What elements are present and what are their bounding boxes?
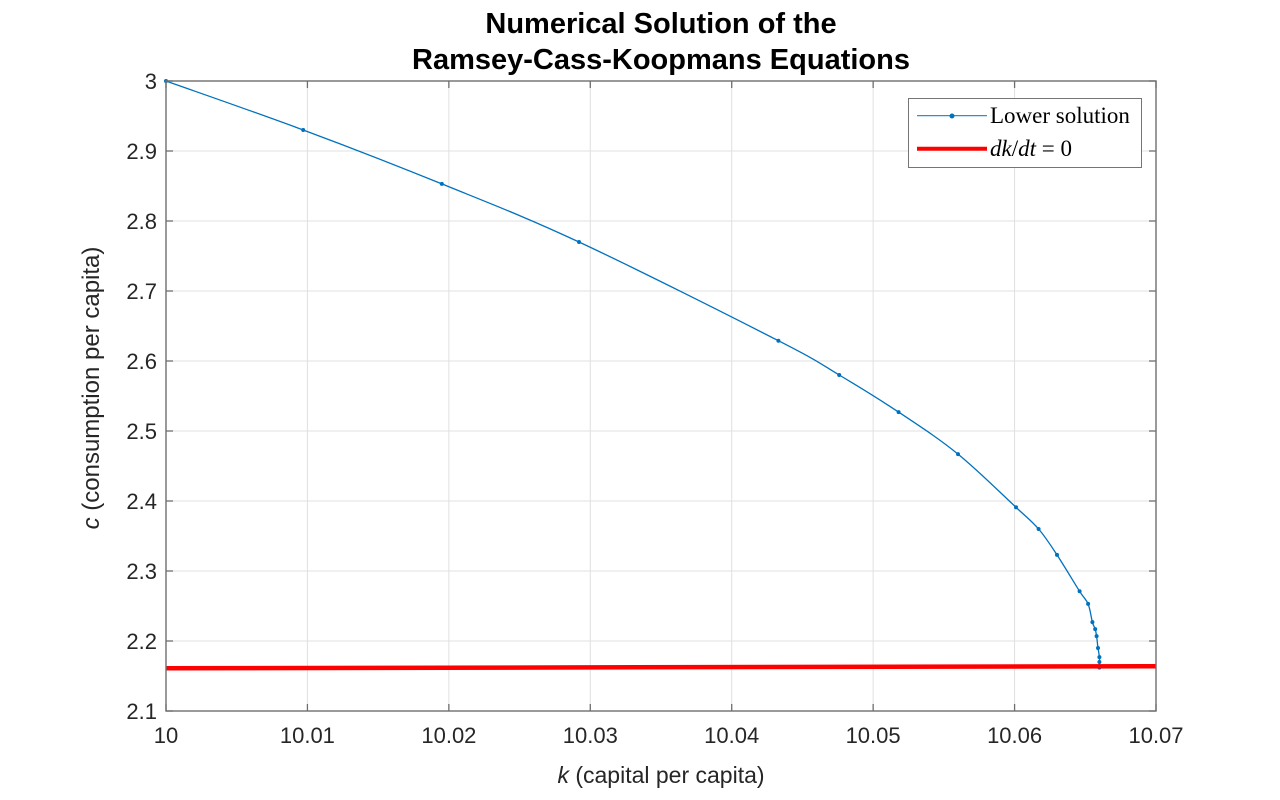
svg-text:2.8: 2.8 — [126, 209, 157, 234]
svg-text:2.9: 2.9 — [126, 139, 157, 164]
svg-text:10.03: 10.03 — [563, 723, 618, 748]
svg-text:2.4: 2.4 — [126, 489, 157, 514]
x-axis-variable: k — [557, 762, 569, 788]
legend-label-lower-solution: Lower solution — [990, 102, 1130, 128]
x-axis-label: k (capital per capita) — [166, 762, 1156, 789]
svg-text:2.5: 2.5 — [126, 419, 157, 444]
svg-text:2.2: 2.2 — [126, 629, 157, 654]
tick-marks — [165, 80, 1157, 712]
svg-text:10.05: 10.05 — [846, 723, 901, 748]
chart-title: Numerical Solution of the Ramsey-Cass-Ko… — [166, 6, 1156, 78]
svg-text:10.06: 10.06 — [987, 723, 1042, 748]
chart-title-line2: Ramsey-Cass-Koopmans Equations — [412, 44, 910, 76]
y-axis-variable: c — [78, 517, 105, 530]
legend: Lower solution dk/dt = 0 — [908, 98, 1142, 168]
legend-item-dkdt-zero: dk/dt = 0 — [909, 132, 1141, 165]
svg-text:3: 3 — [145, 69, 157, 94]
svg-text:2.3: 2.3 — [126, 559, 157, 584]
svg-text:2.7: 2.7 — [126, 279, 157, 304]
axis-box — [165, 80, 1157, 712]
series-dk-dt-0 — [165, 663, 1157, 671]
svg-text:10.01: 10.01 — [280, 723, 335, 748]
svg-text:2.1: 2.1 — [126, 699, 157, 724]
grid-lines — [166, 81, 1156, 711]
x-axis-label-text: (capital per capita) — [568, 762, 765, 788]
svg-text:10: 10 — [154, 723, 178, 748]
svg-text:10.02: 10.02 — [421, 723, 476, 748]
legend-swatch-thick-line-icon — [917, 132, 987, 165]
svg-text:10.07: 10.07 — [1128, 723, 1183, 748]
x-tick-labels: 10 10.01 10.02 10.03 10.04 10.05 10.06 10.07 — [154, 723, 1184, 748]
y-axis-label-text: (consumption per capita) — [78, 246, 105, 518]
svg-text:2.6: 2.6 — [126, 349, 157, 374]
svg-text:10.04: 10.04 — [704, 723, 759, 748]
legend-label-dkdt-zero: dk/dt = 0 — [990, 135, 1072, 161]
legend-swatch-line-marker-icon — [917, 99, 987, 132]
legend-item-lower-solution: Lower solution — [909, 99, 1141, 132]
chart-title-line1: Numerical Solution of the — [485, 8, 837, 40]
y-tick-labels: 2.1 2.2 2.3 2.4 2.5 2.6 2.7 2.8 2.9 3 — [126, 69, 157, 724]
